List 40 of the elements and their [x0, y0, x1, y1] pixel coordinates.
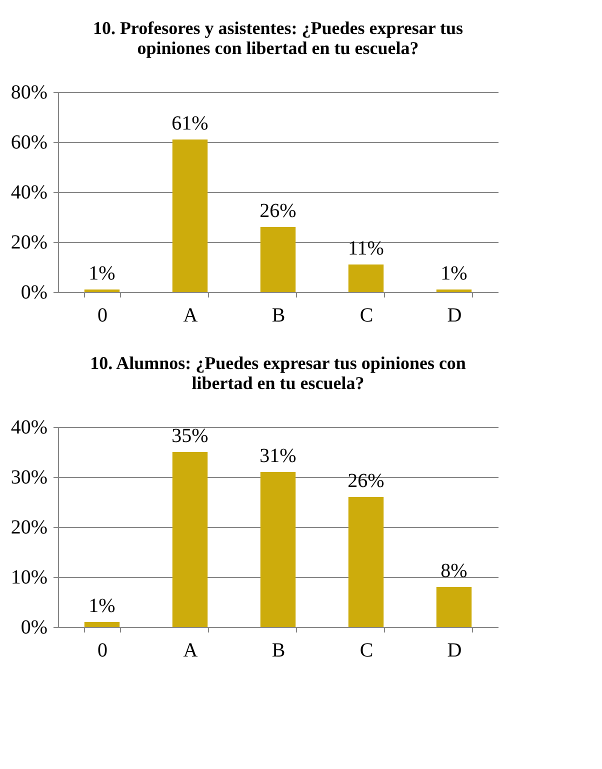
y-tick-label: 80%: [10, 82, 48, 104]
data-label: 1%: [440, 262, 468, 284]
y-tick-label: 20%: [10, 516, 48, 538]
data-label: 1%: [88, 595, 116, 617]
y-tick-label: 0%: [20, 616, 48, 638]
x-tick-label: D: [447, 640, 462, 662]
bar: [84, 622, 120, 627]
y-tick-label: 20%: [10, 232, 48, 254]
x-tick-label: A: [183, 304, 198, 326]
bar: [172, 452, 208, 627]
chart-title: 10. Profesores y asistentes: ¿Puedes expresar tus opiniones con libertad en tu escuela?: [92, 18, 464, 58]
y-tick-label: 40%: [10, 416, 48, 438]
data-label: 26%: [348, 470, 384, 492]
y-tick-label: 40%: [10, 182, 48, 204]
y-tick-label: 60%: [10, 132, 48, 154]
data-label: 35%: [172, 425, 208, 447]
x-tick-label: D: [447, 304, 462, 326]
bar: [260, 227, 296, 292]
data-label: 11%: [348, 238, 384, 260]
x-tick-label: A: [183, 640, 198, 662]
bar: [436, 587, 472, 627]
data-label: 61%: [172, 112, 208, 134]
chart-title: 10. Alumnos: ¿Puedes expresar tus opiniones con libertad en tu escuela?: [90, 353, 466, 393]
x-tick-label: B: [272, 640, 286, 662]
bar: [348, 264, 384, 292]
x-tick-label: 0: [98, 640, 108, 662]
x-tick-label: 0: [98, 304, 108, 326]
bar: [260, 472, 296, 627]
x-tick-label: C: [360, 304, 374, 326]
data-label: 31%: [260, 445, 296, 467]
data-label: 26%: [260, 200, 296, 222]
bar: [348, 497, 384, 627]
y-tick-label: 10%: [10, 566, 48, 588]
bar: [172, 140, 208, 292]
y-tick-label: 0%: [20, 282, 48, 304]
x-tick-label: B: [272, 304, 286, 326]
data-label: 1%: [88, 262, 116, 284]
data-label: 8%: [440, 560, 468, 582]
x-tick-label: C: [360, 640, 374, 662]
y-tick-label: 30%: [10, 466, 48, 488]
